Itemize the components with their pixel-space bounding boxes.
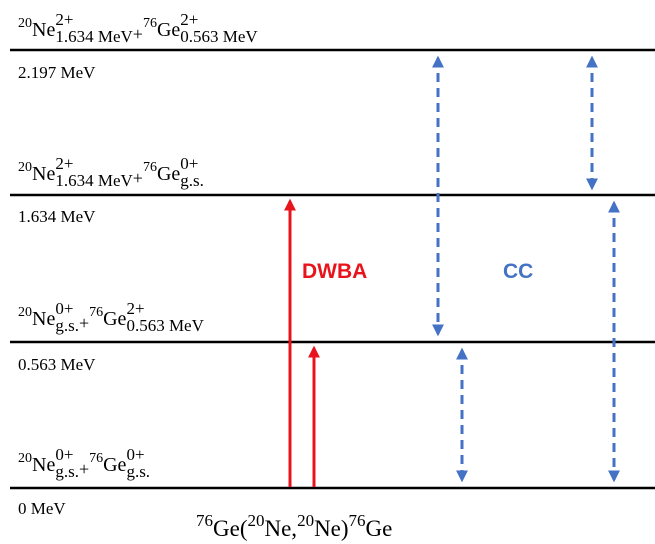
mass-number: 76 xyxy=(143,160,157,175)
spin-parity: 2+ xyxy=(55,154,73,173)
spin-parity: 0+ xyxy=(180,154,198,173)
dwba-label: DWBA xyxy=(302,260,367,283)
spin-parity: 2+ xyxy=(126,299,144,318)
spin-parity: 2+ xyxy=(180,10,198,29)
element-symbol: Ge xyxy=(103,454,126,476)
reaction-text: Ne) xyxy=(314,516,348,541)
element-symbol: Ne xyxy=(32,19,55,41)
mass-number: 20 xyxy=(18,305,32,320)
element-symbol: Ne xyxy=(32,308,55,330)
energy-label: 2.197 MeV xyxy=(18,63,96,82)
mass-number: 76 xyxy=(143,16,157,31)
mass-number: 76 xyxy=(89,305,103,320)
mass-number: 76 xyxy=(349,511,366,530)
reaction-text: Ge xyxy=(366,516,393,541)
mass-number: 20 xyxy=(297,511,314,530)
element-symbol: Ne xyxy=(32,454,55,476)
reaction-text: Ne, xyxy=(264,516,297,541)
joiner: + xyxy=(133,24,143,44)
spin-parity: 0+ xyxy=(55,445,73,464)
mass-number: 20 xyxy=(18,160,32,175)
state-energy: g.s. xyxy=(180,171,204,190)
energy-label: 0.563 MeV xyxy=(18,355,96,374)
spin-parity: 0+ xyxy=(126,445,144,464)
energy-label: 0 MeV xyxy=(18,499,66,518)
joiner: + xyxy=(79,313,89,333)
joiner: + xyxy=(133,168,143,188)
spin-parity: 0+ xyxy=(55,299,73,318)
state-energy: g.s. xyxy=(126,462,150,481)
mass-number: 20 xyxy=(18,16,32,31)
state-energy: g.s. xyxy=(55,462,79,481)
state-energy: 0.563 MeV xyxy=(126,316,204,335)
element-symbol: Ne xyxy=(32,163,55,185)
state-energy: g.s. xyxy=(55,316,79,335)
cc-label: CC xyxy=(503,260,533,283)
joiner: + xyxy=(79,459,89,479)
mass-number: 76 xyxy=(89,451,103,466)
mass-number: 20 xyxy=(247,511,264,530)
mass-number: 20 xyxy=(18,451,32,466)
state-energy: 1.634 MeV xyxy=(55,171,133,190)
reaction-text: Ge( xyxy=(213,516,247,541)
spin-parity: 2+ xyxy=(55,10,73,29)
element-symbol: Ge xyxy=(103,308,126,330)
mass-number: 76 xyxy=(196,511,213,530)
energy-label: 1.634 MeV xyxy=(18,207,96,226)
state-energy: 0.563 MeV xyxy=(180,27,258,46)
element-symbol: Ge xyxy=(157,163,180,185)
state-energy: 1.634 MeV xyxy=(55,27,133,46)
element-symbol: Ge xyxy=(157,19,180,41)
